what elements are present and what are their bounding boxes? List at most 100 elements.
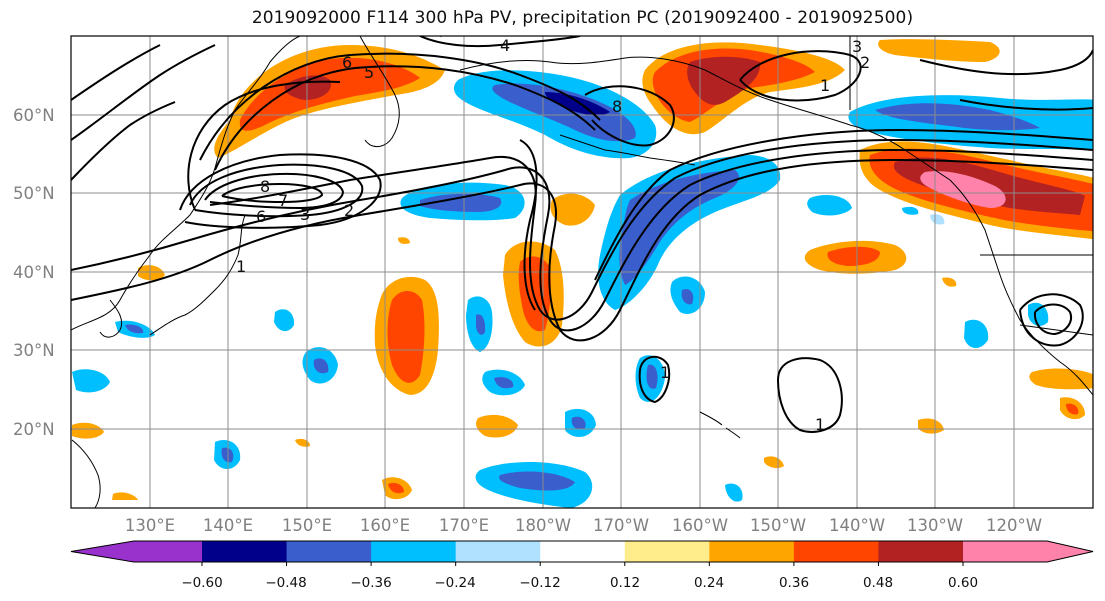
shade-neg-k [1028,302,1049,326]
shade-negative-bering-core [545,92,610,116]
colorbar-tick-label: 0.60 [948,575,978,591]
shade-pos-i [764,456,784,469]
contour-label: 8 [612,97,622,116]
coast-asia [71,36,301,331]
colorbar-swatch [455,541,541,562]
contour-west-1 [71,44,216,141]
shade-neg-h-in [499,471,575,491]
contour-jet-4 [519,128,1093,311]
shade-neg-c-in [313,358,329,374]
contour-jet-1 [71,158,1093,342]
lon-label: 130°E [125,516,175,535]
shaded-fields [72,39,1093,508]
contour-label: 1 [236,257,246,276]
shade-pos-j [295,438,310,447]
shade-pos-l [942,277,957,287]
contour-label: 3 [852,37,862,56]
colorbar-swatch [793,541,879,562]
colorbar-swatch [286,541,372,562]
chart-title: 2019092000 F114 300 hPa PV, precipitatio… [251,8,914,28]
contour-loop-3 [204,172,345,210]
contour-label: 8 [260,177,270,196]
coast-philippines [71,439,101,508]
shade-pos-f [138,265,165,281]
colorbar-tick-label: 0.48 [863,575,893,591]
shade-positive-arctic [878,39,1000,62]
colorbar-swatch [202,541,288,562]
colorbar-swatch [878,541,964,562]
lon-label: 160°W [672,516,728,535]
lon-label: 120°W [986,516,1042,535]
shade-pos-g [72,422,104,439]
lon-label: 180°W [515,516,571,535]
coast-korea [99,299,123,338]
contour-label: 1 [820,76,830,95]
contour-ne [919,49,1093,111]
colorbar-tick-label: −0.48 [265,575,306,591]
shade-neg-l [807,195,852,216]
colorbar-labels: −0.60 −0.48 −0.36 −0.24 −0.12 0.12 0.24 … [181,575,978,591]
coast-na-west [949,179,1093,396]
shade-negative-arc-inner [619,170,739,285]
contour-label: 6 [256,207,266,226]
coast-hawaii [699,411,741,439]
gridlines [71,36,1093,508]
pv-contours [71,36,1093,433]
shade-neg-m [902,206,919,215]
shade-pos-b-in [1066,403,1079,415]
contour-label: 2 [860,53,870,72]
coast-alaska [459,56,951,181]
contour-north-2 [440,36,444,37]
colorbar-swatch [709,541,795,562]
colorbar-tick-label: 0.24 [694,575,724,591]
colorbar-outline [70,540,1094,563]
shade-neg-f-in [571,416,586,430]
shade-positive-okhotsk-inner [239,57,420,131]
shade-pos-k [398,237,410,244]
contour-label: 3 [300,205,310,224]
contour-jet-3 [209,138,1093,321]
colorbar [70,540,1094,566]
shade-neg-a-in [476,314,486,335]
contour-label: 5 [364,63,374,82]
colorbar-swatch [963,541,1048,562]
shade-negative-gulf-inner [875,103,1040,131]
colorbar-swatch [133,541,203,562]
shade-pos-d [476,414,518,438]
colorbar-extend-min [71,541,134,562]
shade-neg-b-in [681,288,694,305]
contour-label-group: 6 5 4 3 2 1 8 8 7 6 3 2 1 1 1 [236,36,870,434]
shade-neg-p [725,483,743,502]
lat-label: 40°N [13,263,55,282]
shade-positive-nw-peak [920,171,1006,208]
colorbar-extend-max [1047,541,1093,562]
lat-label: 30°N [13,341,55,360]
coast-border-mex [1019,324,1093,336]
shade-positive-158e-inner [387,291,425,383]
contour-ridge-b [214,65,596,171]
shade-neg-n [72,369,110,393]
lon-label: 150°E [282,516,332,535]
shade-pos-h [112,492,138,500]
contour-alaska-ridge [739,50,862,102]
contour-ridge-a [199,52,601,161]
contour-label: 1 [660,363,670,382]
lon-label: 140°W [829,516,885,535]
colorbar-swatch [540,541,626,562]
shade-pos-c [918,418,944,434]
contour-label: 7 [278,191,288,210]
shade-positive-alaska-core [687,56,761,105]
lon-label: 150°W [750,516,806,535]
shade-pos-e-in [388,482,404,494]
lon-label: 140°E [203,516,253,535]
shade-negative-165e-inner [420,193,502,212]
colorbar-tick-label: −0.24 [434,575,475,591]
shade-pos-a [1029,368,1093,390]
contour-label: 4 [500,36,510,55]
colorbar-tick-label: −0.12 [519,575,560,591]
coast-kamchatka [359,36,400,147]
contour-west-2 [71,101,176,181]
contour-label: 2 [344,201,354,220]
contour-small-a [638,355,671,404]
coast-japan [149,214,246,336]
